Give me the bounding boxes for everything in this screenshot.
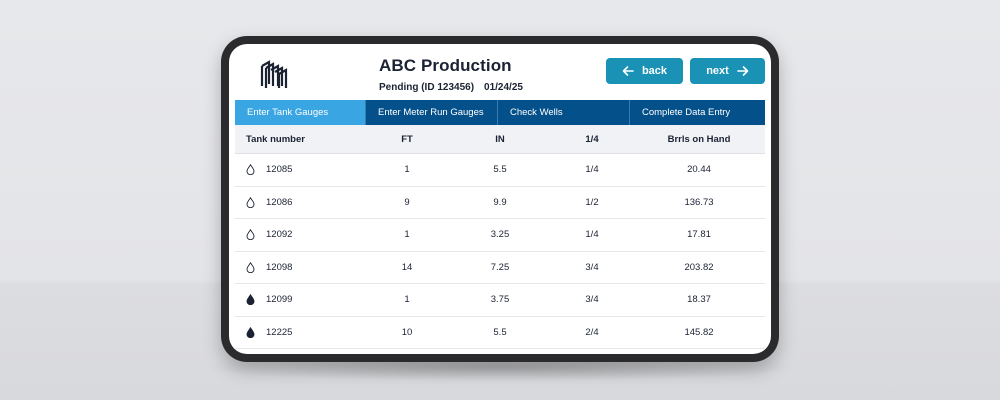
tab-label: Complete Data Entry: [642, 107, 731, 118]
table-header: Tank number FT IN 1/4 Brrls on Hand: [235, 125, 765, 154]
tab-complete-data-entry[interactable]: Complete Data Entry: [630, 100, 765, 125]
barrels-cell: 136.73: [684, 196, 714, 208]
ft-cell[interactable]: 1: [404, 229, 410, 241]
tank-cell: 12092: [235, 229, 365, 241]
arrow-right-icon: [737, 66, 749, 76]
tab-label: Check Wells: [510, 107, 563, 118]
tab-enter-tank-gauges[interactable]: Enter Tank Gauges: [235, 100, 366, 125]
in-cell[interactable]: 3.75: [490, 294, 510, 306]
table-row[interactable]: 12085 1 5.5 1/4 20.44: [235, 154, 765, 187]
arrow-left-icon: [622, 66, 634, 76]
back-button-label: back: [641, 65, 668, 77]
date-text: 01/24/25: [484, 82, 523, 93]
droplet-filled-icon: [246, 326, 255, 338]
company-logo-icon: [260, 60, 288, 88]
next-button-label: next: [706, 65, 729, 77]
barrels-cell: 17.81: [687, 229, 711, 241]
tank-number: 12099: [266, 294, 293, 306]
ft-cell[interactable]: 9: [404, 196, 410, 208]
header: ABC Production Pending (ID 123456) 01/24/…: [379, 56, 523, 93]
status-text: Pending (ID 123456): [379, 82, 475, 93]
step-tabs: Enter Tank Gauges Enter Meter Run Gauges…: [235, 100, 765, 125]
tank-number: 12098: [266, 261, 293, 273]
tank-cell: 12099: [235, 294, 365, 306]
column-header-in: IN: [495, 133, 505, 145]
tank-cell: 12225: [235, 326, 365, 338]
in-cell[interactable]: 7.25: [490, 261, 510, 273]
tab-enter-meter-run-gauges[interactable]: Enter Meter Run Gauges: [366, 100, 498, 125]
quarter-cell[interactable]: 1/4: [585, 164, 599, 176]
tank-cell: 12085: [235, 164, 365, 176]
droplet-outline-icon: [246, 196, 255, 208]
tank-cell: 12098: [235, 261, 365, 273]
table-row[interactable]: 12092 1 3.25 1/4 17.81: [235, 219, 765, 252]
tab-label: Enter Tank Gauges: [247, 107, 329, 118]
barrels-cell: 145.82: [684, 326, 714, 338]
ft-cell[interactable]: 1: [404, 294, 410, 306]
tank-cell: 12086: [235, 196, 365, 208]
tank-number: 12085: [266, 164, 293, 176]
ft-cell[interactable]: 14: [401, 261, 413, 273]
ft-cell[interactable]: 1: [404, 164, 410, 176]
table-row[interactable]: 12099 1 3.75 3/4 18.37: [235, 284, 765, 317]
status-line: Pending (ID 123456) 01/24/25: [379, 82, 523, 93]
quarter-cell[interactable]: 1/4: [585, 229, 599, 241]
tank-number: 12092: [266, 229, 293, 241]
droplet-filled-icon: [246, 294, 255, 306]
in-cell[interactable]: 5.5: [493, 164, 507, 176]
tank-number: 12225: [266, 326, 293, 338]
in-cell[interactable]: 5.5: [493, 326, 507, 338]
tank-gauges-table: Tank number FT IN 1/4 Brrls on Hand 1208…: [235, 125, 765, 349]
table-row[interactable]: 12098 14 7.25 3/4 203.82: [235, 252, 765, 284]
table-row[interactable]: 12086 9 9.9 1/2 136.73: [235, 187, 765, 219]
tab-check-wells[interactable]: Check Wells: [498, 100, 630, 125]
in-cell[interactable]: 9.9: [493, 196, 507, 208]
quarter-cell[interactable]: 2/4: [585, 326, 599, 338]
quarter-cell[interactable]: 1/2: [585, 196, 599, 208]
column-header-ft: FT: [401, 133, 413, 145]
tab-label: Enter Meter Run Gauges: [378, 107, 484, 118]
page-title: ABC Production: [379, 56, 512, 75]
droplet-outline-icon: [246, 261, 255, 273]
column-header-quarter: 1/4: [585, 133, 599, 145]
barrels-cell: 18.37: [687, 294, 711, 306]
next-button[interactable]: next: [690, 58, 765, 84]
quarter-cell[interactable]: 3/4: [585, 261, 599, 273]
table-row[interactable]: 12225 10 5.5 2/4 145.82: [235, 317, 765, 349]
app-screen: ABC Production Pending (ID 123456) 01/24/…: [229, 44, 771, 354]
barrels-cell: 20.44: [687, 164, 711, 176]
in-cell[interactable]: 3.25: [490, 229, 510, 241]
column-header-tank-number: Tank number: [246, 133, 305, 145]
back-button[interactable]: back: [606, 58, 683, 84]
quarter-cell[interactable]: 3/4: [585, 294, 599, 306]
barrels-cell: 203.82: [684, 261, 714, 273]
tank-number: 12086: [266, 196, 293, 208]
ft-cell[interactable]: 10: [401, 326, 413, 338]
tablet-device: ABC Production Pending (ID 123456) 01/24/…: [221, 36, 779, 362]
droplet-outline-icon: [246, 229, 255, 241]
column-header-barrels-on-hand: Brrls on Hand: [667, 133, 731, 145]
droplet-outline-icon: [246, 164, 255, 176]
